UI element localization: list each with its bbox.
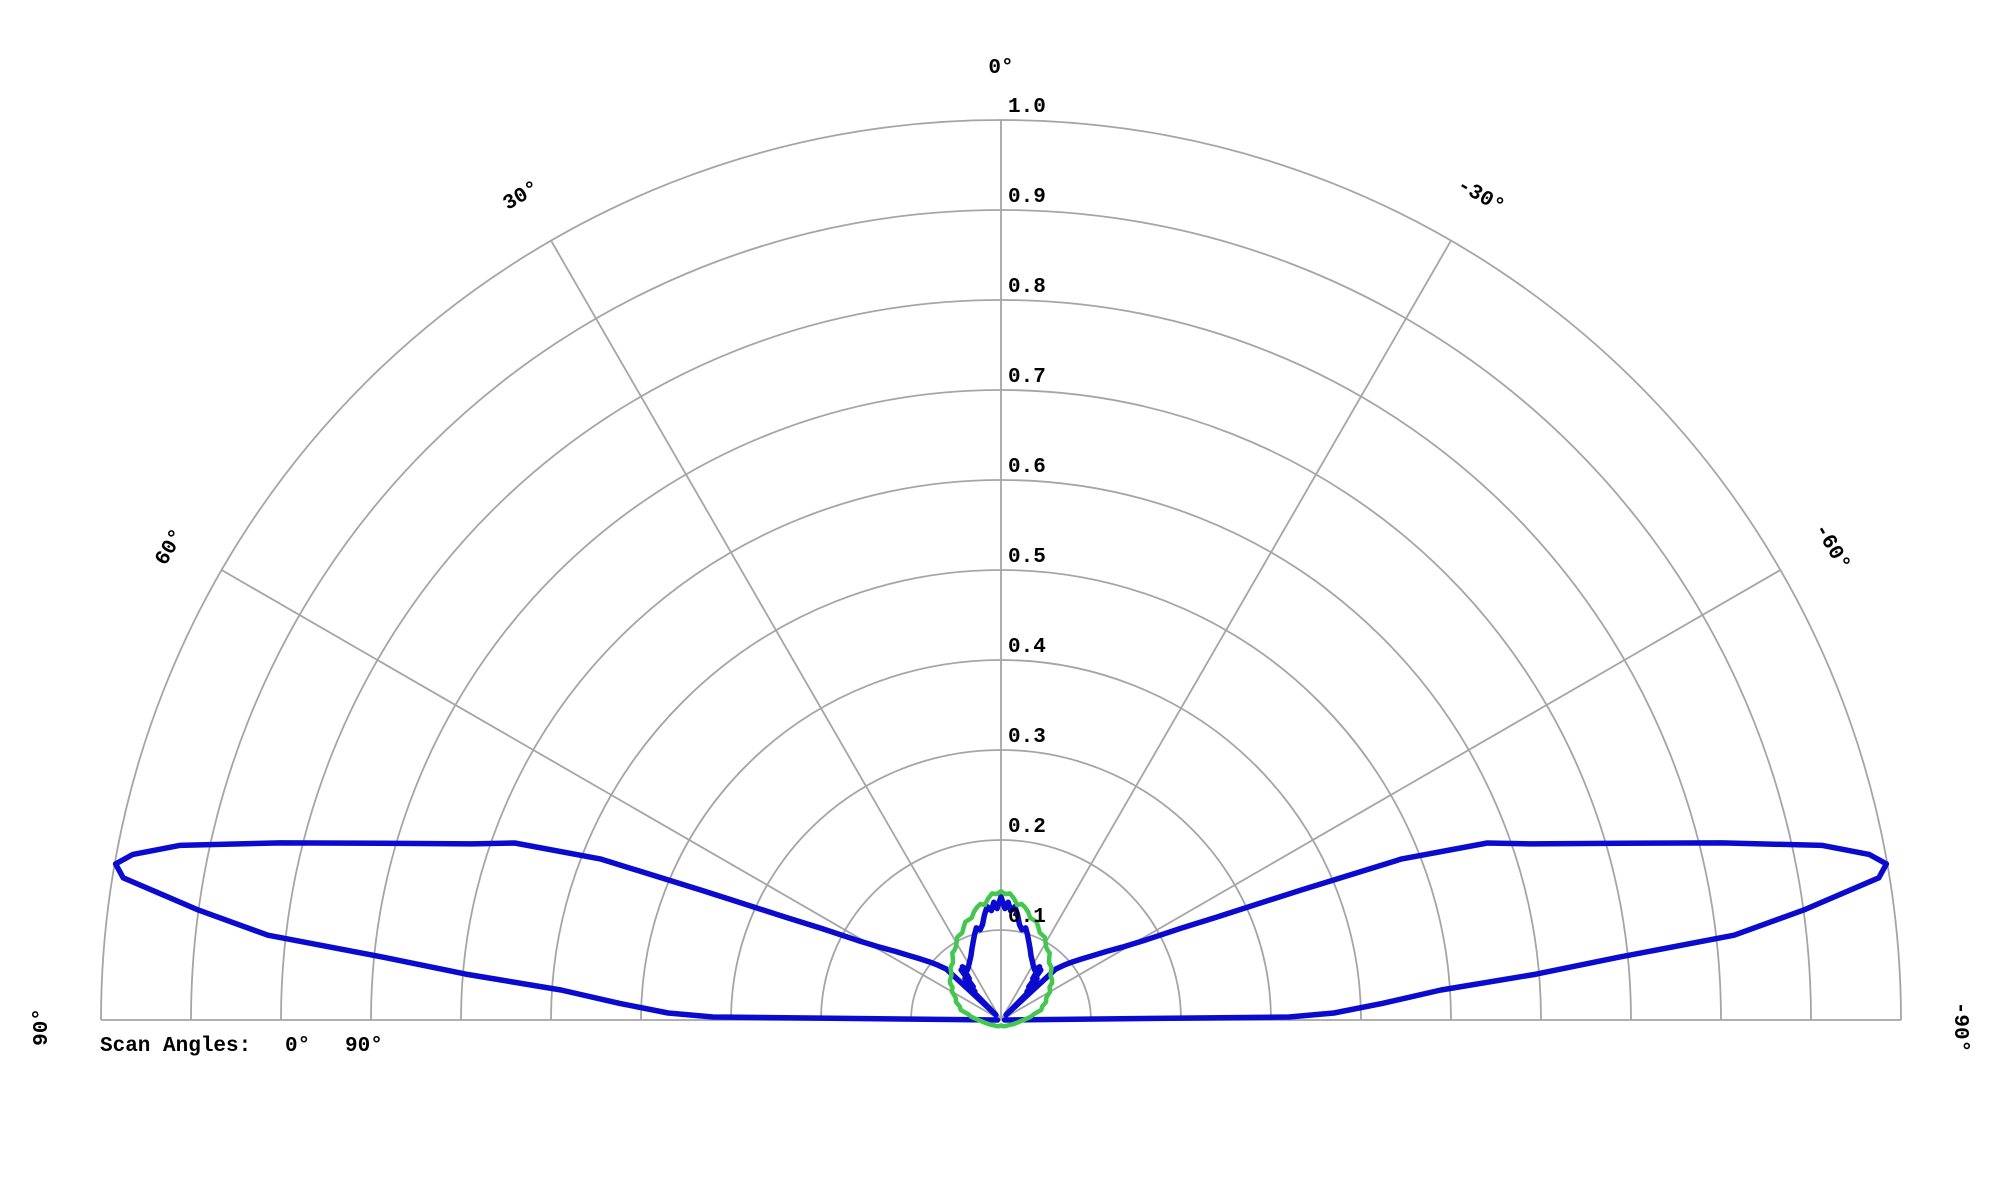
radial-tick-label: 0.4 (1008, 636, 1046, 659)
angle-tick-label: -60° (1809, 520, 1854, 575)
legend-title: Scan Angles: (100, 1035, 251, 1058)
angle-tick-label: 90° (31, 1008, 54, 1046)
angle-tick-label: 0° (988, 57, 1013, 80)
grid-spoke (221, 569, 1002, 1021)
curve-scan-angle-90deg (947, 889, 1055, 1029)
legend-item-scan90: 90° (345, 1035, 383, 1058)
angle-tick-label: -30° (1453, 174, 1508, 219)
angle-tick-label: -90° (1948, 1002, 1971, 1052)
polar-grid (100, 119, 1902, 1021)
radial-tick-label: 1.0 (1008, 96, 1046, 119)
radial-tick-label: 0.6 (1008, 456, 1046, 479)
radial-tick-label: 0.8 (1008, 276, 1046, 299)
legend: Scan Angles: 0° 90° (100, 1035, 383, 1058)
grid-spoke (1000, 569, 1781, 1021)
grid-spoke (1000, 240, 1452, 1021)
radial-tick-label: 0.9 (1008, 186, 1046, 209)
radial-tick-label: 0.1 (1008, 906, 1046, 929)
angle-tick-label: 30° (500, 177, 544, 216)
radial-tick-label: 0.7 (1008, 366, 1046, 389)
radial-tick-label: 0.5 (1008, 546, 1046, 569)
legend-item-scan0: 0° (285, 1035, 310, 1058)
radial-tick-label: 0.2 (1008, 816, 1046, 839)
grid-spoke (550, 240, 1002, 1021)
pattern-curves (112, 840, 1890, 1029)
radial-tick-label: 0.3 (1008, 726, 1046, 749)
angle-tick-label: 60° (151, 526, 190, 570)
curve-scan-angle-0deg (112, 840, 1890, 1023)
